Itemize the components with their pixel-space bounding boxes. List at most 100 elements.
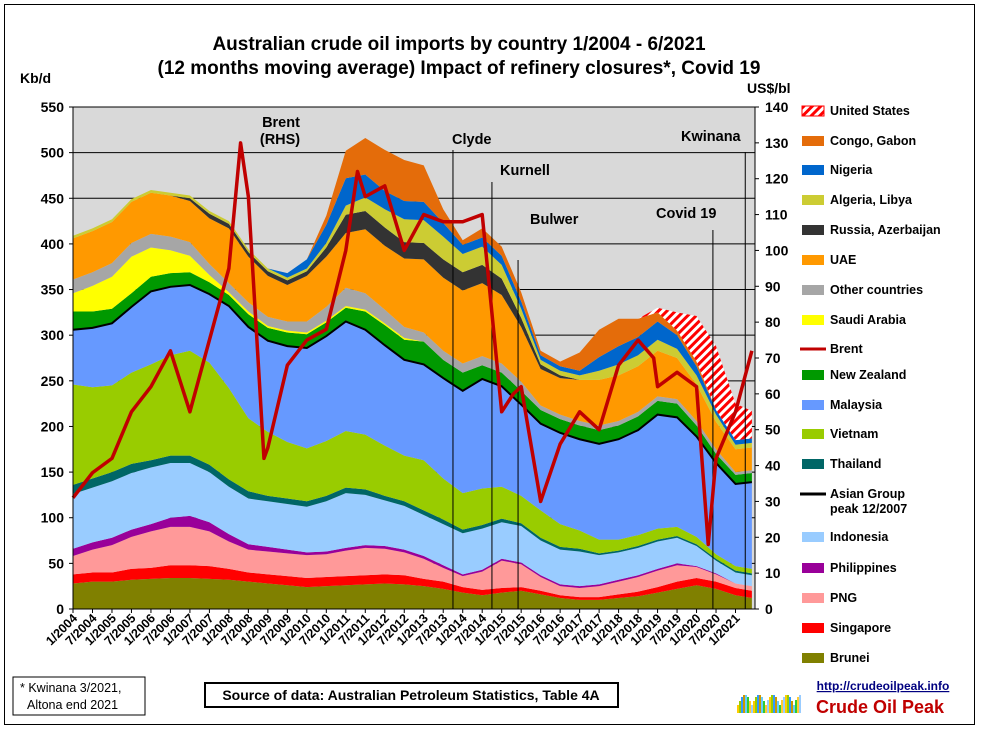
logo-url: http://crudeoilpeak.info	[817, 679, 950, 693]
logo-bar-7	[751, 705, 753, 713]
legend-swatch-thailand	[802, 459, 824, 469]
logo-bar-21	[779, 705, 781, 713]
tick-label-left-250: 250	[41, 373, 65, 389]
logo-bars-icon	[737, 695, 801, 713]
logo-bar-14	[765, 705, 767, 713]
logo-bar-8	[753, 701, 755, 713]
chart-title-line2: (12 months moving average) Impact of ref…	[158, 58, 761, 79]
legend-swatch-russia-azerbaijan	[802, 225, 824, 235]
logo-bar-13	[763, 701, 765, 713]
tick-label-right-80: 80	[765, 314, 781, 330]
source-text: Source of data: Australian Petroleum Sta…	[222, 687, 599, 703]
area-vietnam	[73, 350, 752, 574]
logo-bar-19	[775, 697, 777, 713]
legend-label-malaysia: Malaysia	[830, 398, 883, 412]
logo-bar-26	[789, 697, 791, 713]
legend-swatch-singapore	[802, 623, 824, 633]
legend-swatch-nigeria	[802, 165, 824, 175]
legend-swatch-indonesia	[802, 532, 824, 542]
tick-label-right-60: 60	[765, 386, 781, 402]
legend-label-other-countries: Other countries	[830, 283, 923, 297]
logo-bar-18	[773, 695, 775, 713]
legend-swatch-saudi-arabia	[802, 315, 824, 325]
logo-bar-12	[761, 697, 763, 713]
tick-label-left-400: 400	[41, 236, 65, 252]
tick-label-right-90: 90	[765, 278, 781, 294]
legend-swatch-united-states	[801, 105, 825, 117]
legend: United States Congo, Gabon Nigeria Algeria,…	[800, 104, 941, 665]
area-brunei	[73, 577, 752, 609]
logo-bar-23	[783, 697, 785, 713]
tick-label-left-200: 200	[41, 418, 65, 434]
tick-label-right-70: 70	[765, 350, 781, 366]
logo-bar-4	[745, 695, 747, 713]
logo-bar-25	[787, 695, 789, 713]
logo-bar-27	[791, 701, 793, 713]
footnote-line2: Altona end 2021	[27, 698, 118, 712]
legend-label-asian-group-peak-12-2007-1: peak 12/2007	[830, 502, 907, 516]
line-asian-group-peak	[72, 283, 752, 486]
legend-label-asian-group-peak-12-2007-0: Asian Group	[830, 487, 905, 501]
area-png	[73, 526, 752, 598]
legend-swatch-brunei	[802, 653, 824, 663]
legend-swatch-other-countries	[802, 285, 824, 295]
area-new-zealand	[73, 272, 752, 484]
y-axis-right-label: US$/bl	[747, 80, 791, 96]
annotation-clyde: Clyde	[452, 132, 492, 148]
tick-label-right-120: 120	[765, 171, 789, 187]
annotation-kurnell: Kurnell	[500, 163, 550, 179]
tick-label-right-40: 40	[765, 458, 781, 474]
area-thailand	[73, 455, 752, 576]
logo-bar-11	[759, 695, 761, 713]
line-brent	[71, 141, 754, 547]
legend-swatch-uae	[802, 255, 824, 265]
tick-label-right-0: 0	[765, 601, 773, 617]
footnote-line1: * Kwinana 3/2021,	[20, 681, 121, 695]
tick-label-right-50: 50	[765, 422, 781, 438]
legend-swatch-congo-gabon	[802, 136, 824, 146]
area-saudi-arabia	[73, 247, 752, 475]
legend-label-uae: UAE	[830, 253, 856, 267]
area-congo-gabon	[73, 138, 752, 441]
logo-bar-20	[777, 701, 779, 713]
legend-label-united-states: United States	[830, 104, 910, 118]
tick-label-left-550: 550	[41, 99, 65, 115]
legend-label-new-zealand: New Zealand	[830, 368, 906, 382]
logo-bar-1	[739, 701, 741, 713]
x-ticks: 1/20047/20041/20057/20051/20067/20061/20…	[43, 609, 743, 648]
legend-swatch-philippines	[802, 563, 824, 573]
legend-label-saudi-arabia: Saudi Arabia	[830, 313, 907, 327]
tick-label-left-500: 500	[41, 145, 65, 161]
legend-label-brent: Brent	[830, 342, 863, 356]
y-ticks-left: 0 50 100 150 200 250 300 350 400 450 500 550	[41, 99, 73, 617]
area-malaysia	[73, 284, 752, 569]
tick-label-left-150: 150	[41, 464, 65, 480]
logo-name: Crude Oil Peak	[816, 697, 945, 717]
legend-swatch-algeria-libya	[802, 195, 824, 205]
y-ticks-right: 0 10 20 30 40 50 60 70 80 90 100 110 120 130 140	[755, 99, 789, 617]
annotation-covid19: Covid 19	[656, 206, 716, 222]
legend-label-congo-gabon: Congo, Gabon	[830, 134, 916, 148]
tick-label-right-30: 30	[765, 493, 781, 509]
tick-label-left-50: 50	[48, 555, 64, 571]
tick-label-right-100: 100	[765, 242, 789, 258]
y-axis-left-label: Kb/d	[20, 70, 51, 86]
legend-label-vietnam: Vietnam	[830, 427, 878, 441]
logo-bar-5	[747, 697, 749, 713]
annotation-rhs: (RHS)	[260, 132, 300, 148]
tick-label-left-350: 350	[41, 282, 65, 298]
source-box	[204, 682, 619, 708]
logo-bar-28	[793, 705, 795, 713]
area-algeria-libya	[73, 190, 752, 450]
footnote-box	[12, 676, 146, 716]
legend-label-algeria-libya: Algeria, Libya	[830, 193, 913, 207]
area-series	[72, 138, 752, 609]
annotation-brent: Brent	[262, 115, 300, 131]
legend-swatch-new-zealand	[802, 370, 824, 380]
logo: http://crudeoilpeak.info Crude Oil Peak	[737, 679, 949, 717]
logo-bar-9	[755, 697, 757, 713]
legend-label-thailand: Thailand	[830, 457, 881, 471]
tick-label-left-300: 300	[41, 327, 65, 343]
logo-bar-6	[749, 701, 751, 713]
area-uae	[73, 192, 752, 473]
